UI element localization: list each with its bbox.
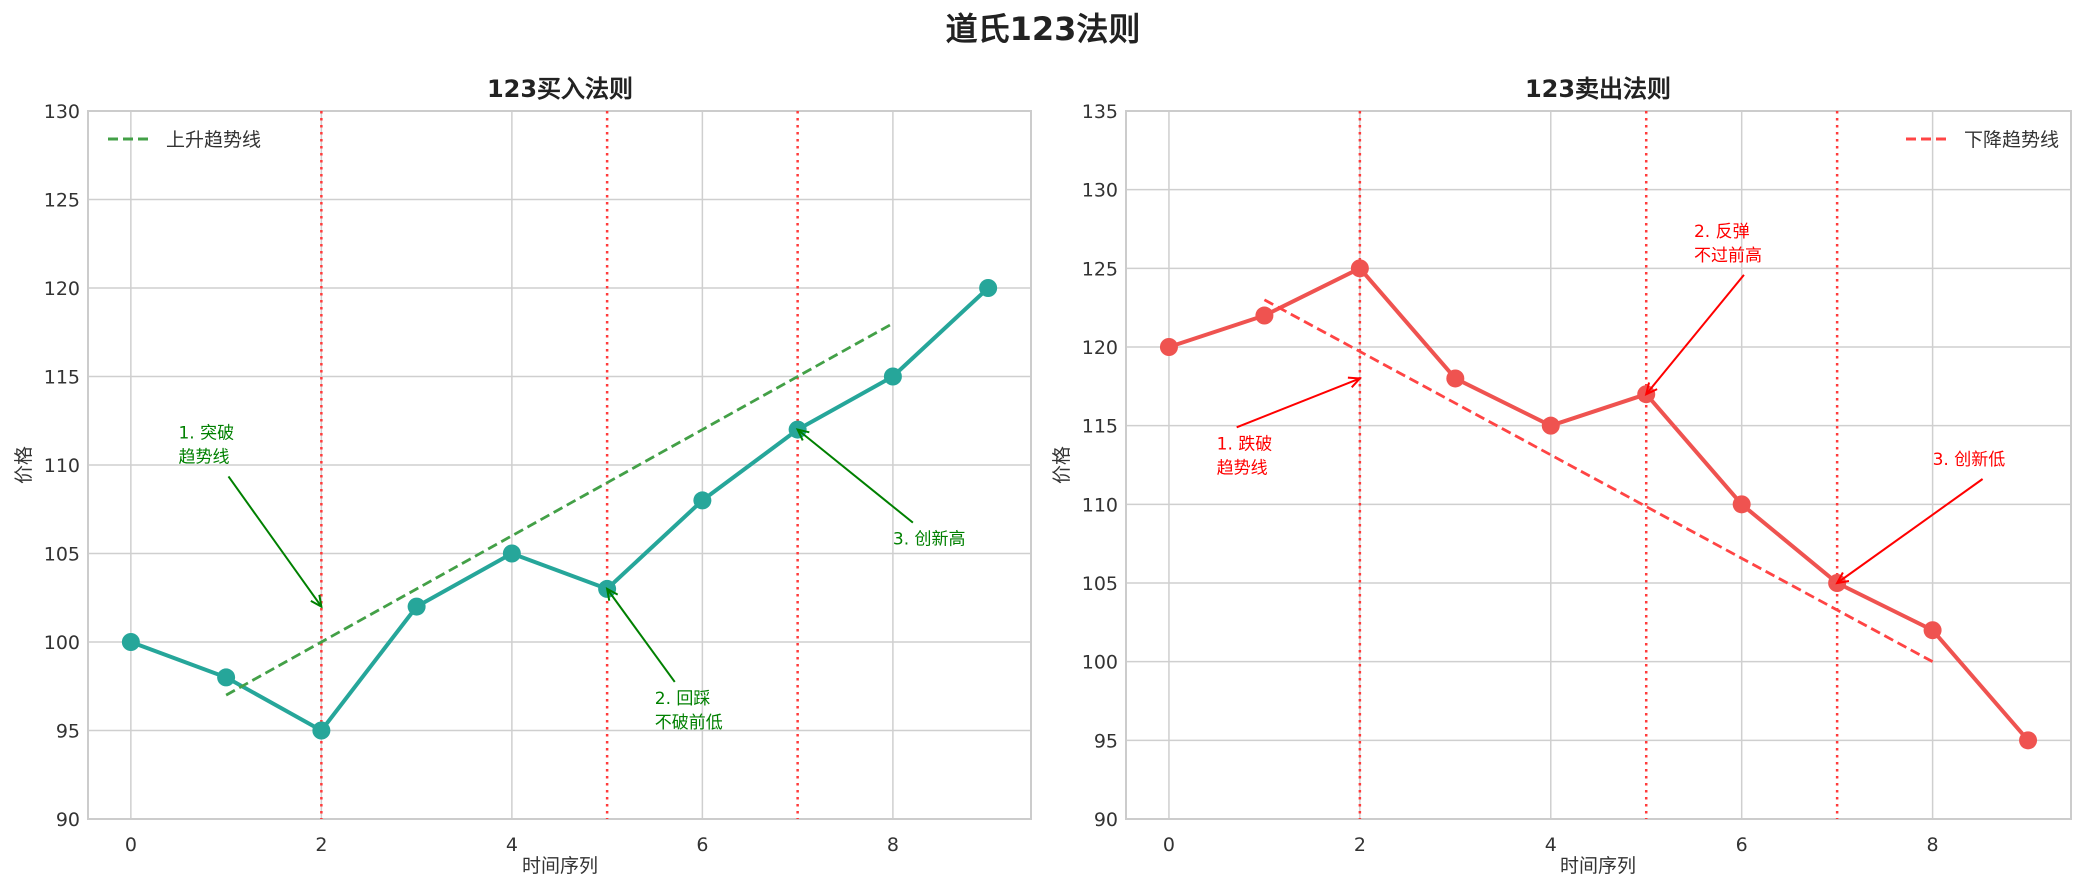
sell-price-marker bbox=[1255, 306, 1274, 325]
buy-annotation-arrow bbox=[606, 588, 676, 683]
sell-y-tick-label: 115 bbox=[1082, 416, 1118, 438]
arrowhead-icon bbox=[605, 587, 619, 601]
sell-x-tick-label: 0 bbox=[1163, 834, 1175, 856]
buy-chart-title: 123买入法则 bbox=[487, 75, 633, 103]
sell-annotation-arrow bbox=[1645, 274, 1745, 395]
buy-plot-area: 0 2 4 6 8 90 95 100 105 110 115 120 125 130 1. 突破趋势线 2.… bbox=[44, 101, 1032, 856]
figure-suptitle: 道氏123法则 bbox=[946, 10, 1141, 48]
sell-chart-title: 123卖出法则 bbox=[1525, 75, 1671, 103]
buy-annotation-arrow bbox=[797, 428, 914, 524]
sell-x-tick-label: 2 bbox=[1354, 834, 1366, 856]
buy-x-tick-label: 6 bbox=[696, 834, 708, 856]
buy-y-tick-label: 90 bbox=[56, 809, 80, 831]
buy-annotation-arrow bbox=[227, 475, 323, 608]
buy-y-tick-label: 100 bbox=[44, 632, 80, 654]
buy-y-tick-label: 105 bbox=[44, 544, 80, 566]
buy-price-marker bbox=[121, 633, 140, 651]
arrowhead-icon bbox=[1835, 571, 1850, 585]
buy-annotation-text: 3. 创新高 bbox=[893, 530, 966, 550]
sell-annotation-text: 1. 跌破趋势线 bbox=[1217, 434, 1273, 478]
sell-y-tick-label: 100 bbox=[1082, 652, 1118, 674]
buy-axes-frame bbox=[87, 110, 1032, 820]
sell-rule-chart: 123卖出法则 0 2 4 6 8 90 95 100 105 110 115 120 125 130 13… bbox=[1051, 75, 2072, 877]
buy-y-tick-label: 125 bbox=[44, 190, 80, 212]
buy-price-marker bbox=[693, 491, 712, 510]
sell-y-tick-label: 90 bbox=[1094, 809, 1118, 831]
sell-axes-frame bbox=[1125, 110, 2072, 820]
arrowhead-icon bbox=[1347, 376, 1363, 388]
sell-x-tick-label: 6 bbox=[1736, 834, 1748, 856]
sell-plot-area: 0 2 4 6 8 90 95 100 105 110 115 120 125 130 135 1. 跌破趋势… bbox=[1082, 101, 2072, 856]
buy-price-marker bbox=[312, 721, 331, 740]
sell-price-marker bbox=[1923, 621, 1942, 640]
buy-x-tick-label: 2 bbox=[315, 834, 327, 856]
buy-price-marker bbox=[407, 597, 426, 616]
sell-price-marker bbox=[1350, 259, 1369, 278]
buy-y-tick-label: 110 bbox=[44, 455, 80, 477]
buy-price-line bbox=[130, 286, 990, 733]
buy-x-tick-label: 8 bbox=[887, 834, 899, 856]
sell-y-axis-label: 价格 bbox=[1051, 446, 1073, 484]
sell-y-tick-label: 120 bbox=[1082, 337, 1118, 359]
buy-y-tick-label: 115 bbox=[44, 367, 80, 389]
buy-y-tick-label: 95 bbox=[56, 721, 80, 743]
sell-annotation-text: 3. 创新低 bbox=[1933, 450, 2006, 470]
buy-y-axis-label: 价格 bbox=[13, 446, 35, 484]
sell-x-tick-label: 4 bbox=[1545, 834, 1557, 856]
buy-annotation-text: 2. 回踩不破前低 bbox=[655, 689, 723, 733]
sell-price-marker bbox=[1159, 338, 1178, 356]
buy-rule-chart: 123买入法则 0 2 4 6 8 90 95 100 105 110 115 120 125 130 1.… bbox=[13, 75, 1032, 877]
buy-price-marker bbox=[217, 668, 236, 687]
buy-legend-label: 上升趋势线 bbox=[166, 129, 261, 151]
buy-price-marker bbox=[883, 367, 902, 386]
sell-price-marker bbox=[1732, 495, 1751, 514]
sell-annotation-arrow bbox=[1236, 377, 1361, 429]
sell-y-tick-label: 125 bbox=[1082, 258, 1118, 280]
buy-x-tick-label: 4 bbox=[506, 834, 518, 856]
buy-y-tick-label: 120 bbox=[44, 278, 80, 300]
sell-y-tick-label: 135 bbox=[1082, 101, 1118, 123]
sell-y-tick-label: 95 bbox=[1094, 730, 1118, 752]
sell-price-marker bbox=[1446, 369, 1465, 388]
buy-price-marker bbox=[979, 279, 998, 297]
sell-price-marker bbox=[2019, 731, 2038, 750]
sell-annotation-arrow bbox=[1836, 478, 1984, 584]
arrowhead-icon bbox=[310, 594, 323, 609]
sell-x-axis-label: 时间序列 bbox=[1560, 855, 1636, 877]
sell-y-tick-label: 105 bbox=[1082, 573, 1118, 595]
sell-price-line bbox=[1168, 266, 2030, 742]
sell-price-marker bbox=[1541, 416, 1560, 435]
buy-y-tick-label: 130 bbox=[44, 101, 80, 123]
sell-x-tick-label: 8 bbox=[1927, 834, 1939, 856]
arrowhead-icon bbox=[1644, 382, 1658, 396]
buy-x-axis-label: 时间序列 bbox=[522, 855, 598, 877]
buy-price-marker bbox=[502, 544, 521, 563]
sell-annotation-text: 2. 反弹不过前高 bbox=[1694, 222, 1762, 266]
arrowhead-icon bbox=[795, 428, 810, 441]
sell-trendline bbox=[1263, 298, 1934, 663]
sell-y-tick-label: 130 bbox=[1082, 180, 1118, 202]
sell-y-tick-label: 110 bbox=[1082, 494, 1118, 516]
buy-trendline bbox=[225, 322, 894, 697]
buy-x-tick-label: 0 bbox=[125, 834, 137, 856]
sell-legend-label: 下降趋势线 bbox=[1964, 129, 2059, 151]
buy-annotation-text: 1. 突破趋势线 bbox=[178, 423, 234, 467]
